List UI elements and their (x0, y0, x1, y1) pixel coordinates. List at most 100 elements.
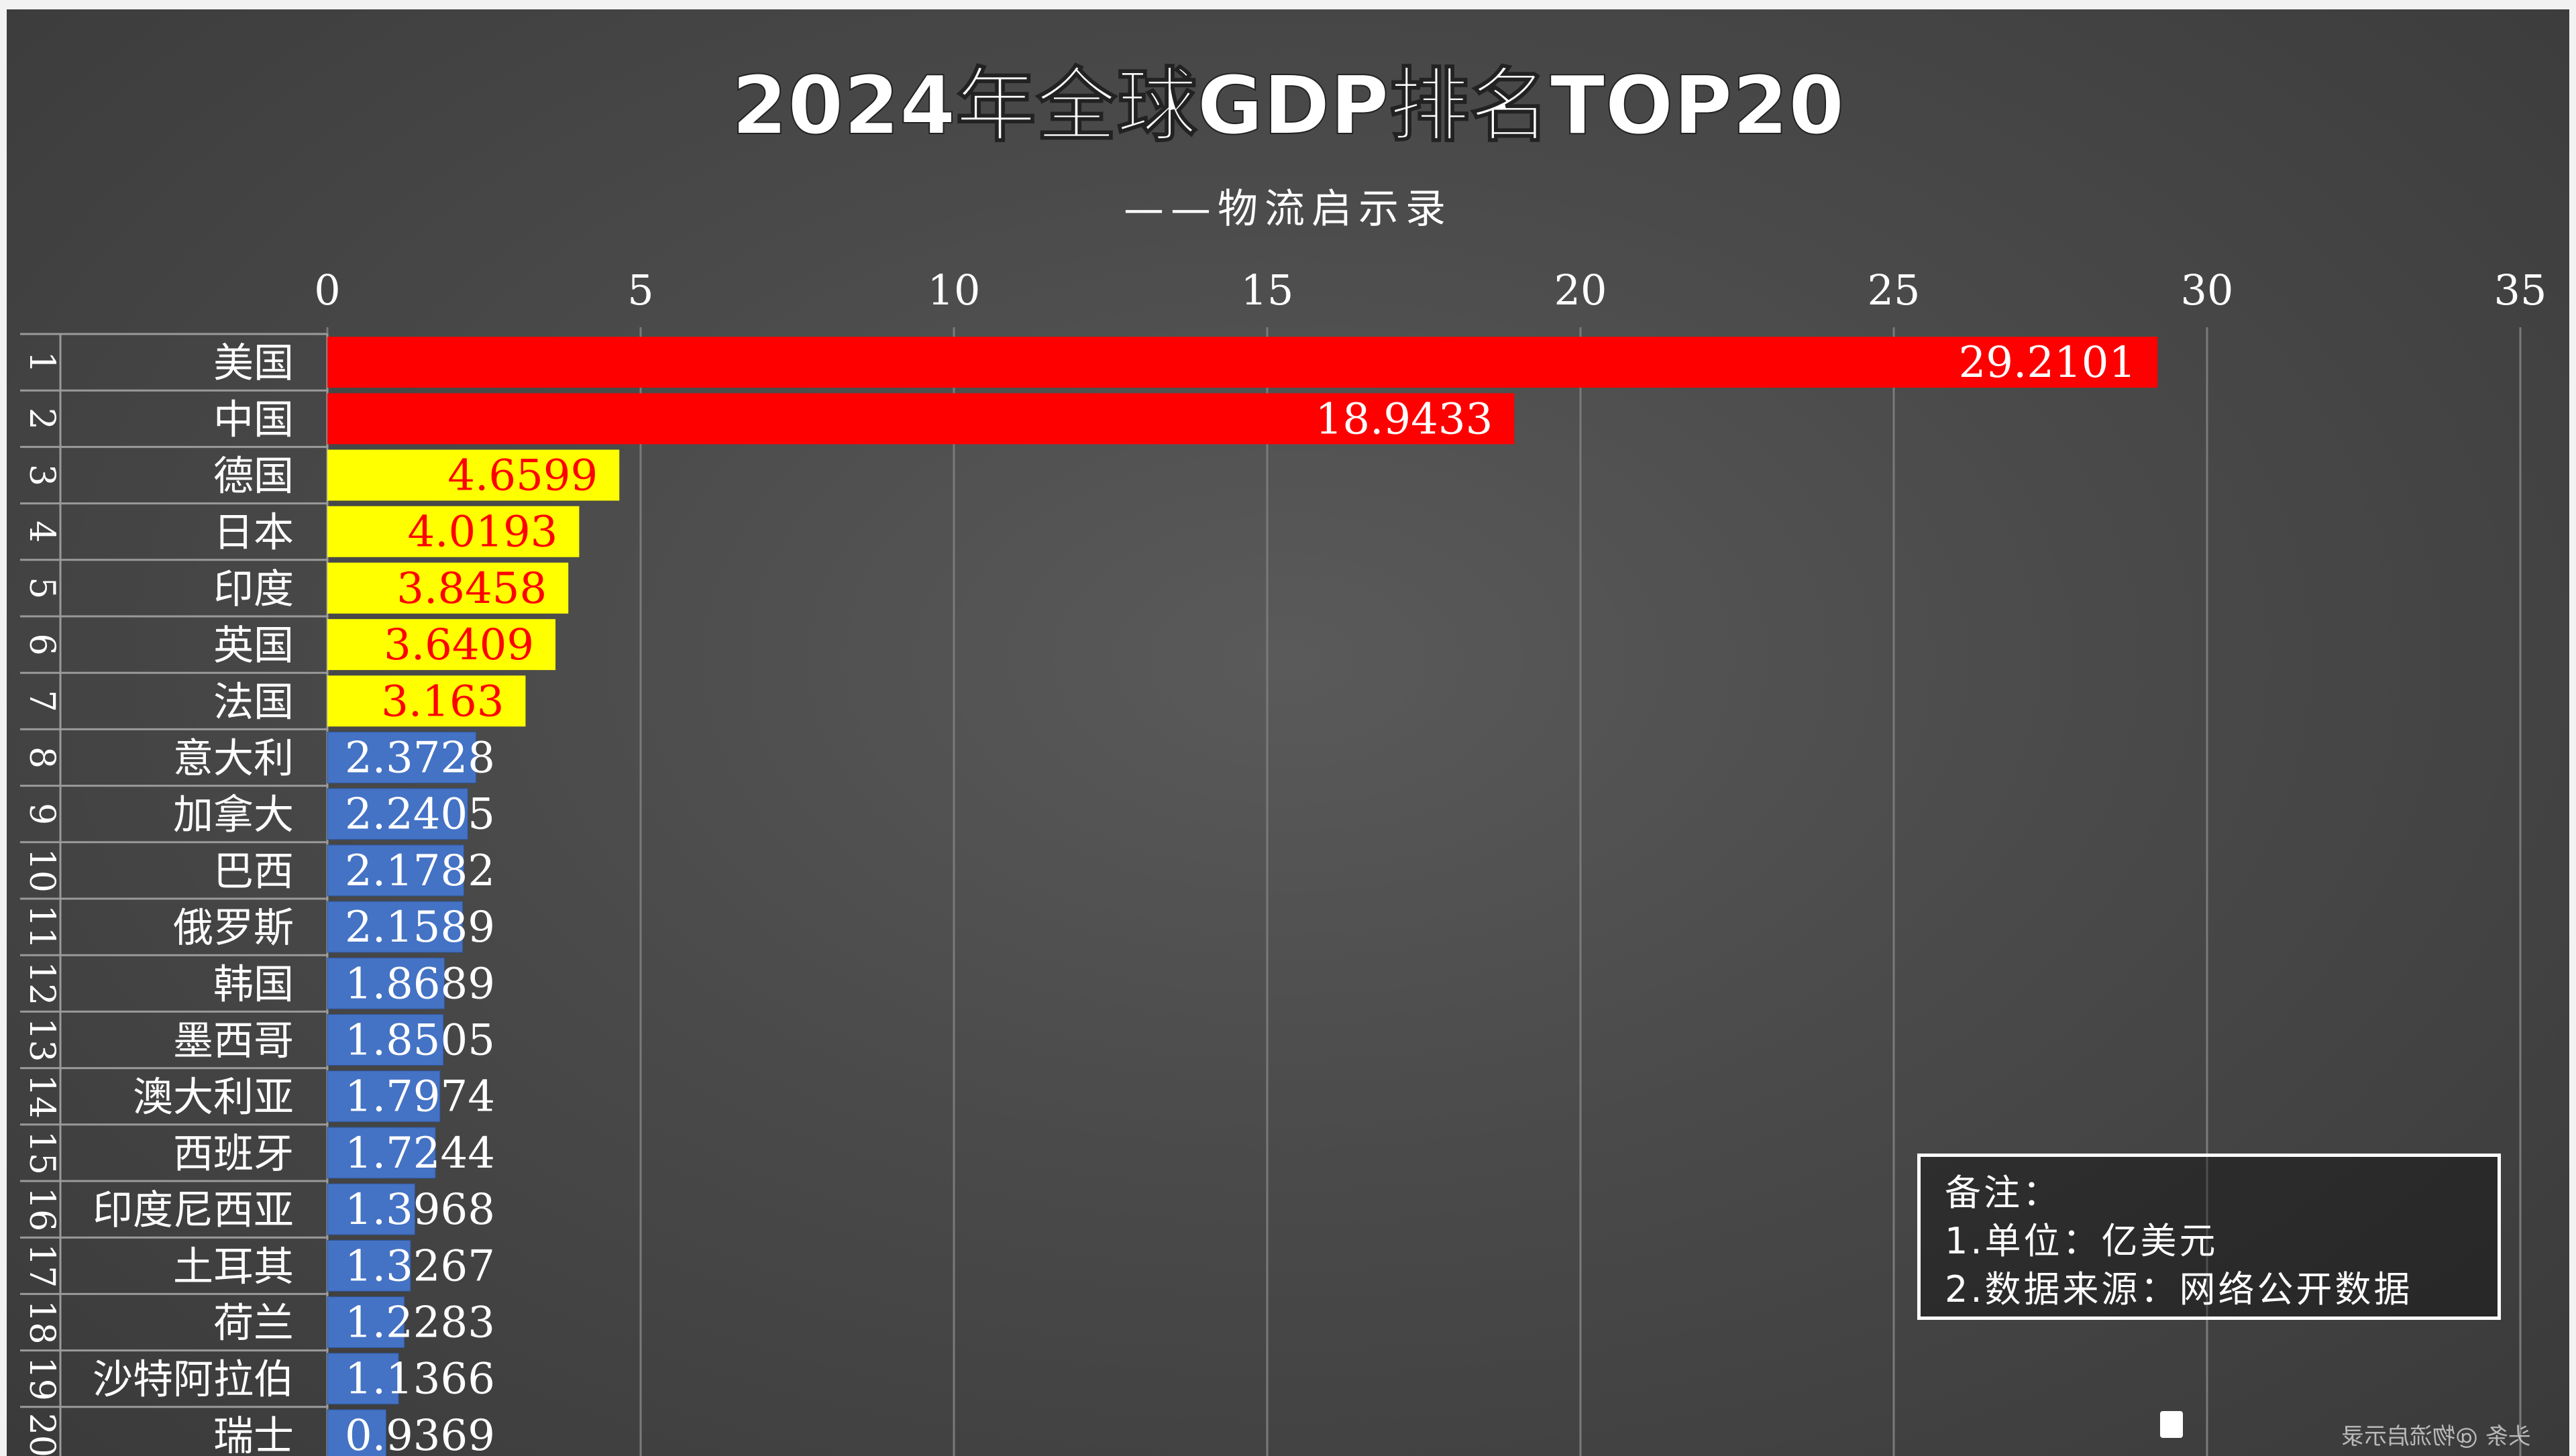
note-source: 2.数据来源：网络公开数据 (1945, 1268, 2413, 1310)
value-label: 0.9369 (345, 1411, 495, 1456)
bar (327, 901, 464, 953)
rank-label: 11 (21, 905, 62, 949)
category-label: 瑞士 (213, 1413, 294, 1456)
category-label: 英国 (213, 622, 294, 669)
rank-label: 1 (21, 351, 62, 374)
category-label: 荷兰 (213, 1300, 294, 1347)
value-label: 2.1782 (345, 846, 495, 896)
x-tick-label: 20 (1554, 266, 1607, 315)
value-label: 1.3968 (345, 1185, 495, 1235)
value-label: 1.8505 (345, 1016, 495, 1066)
x-tick-label: 15 (1241, 266, 1294, 315)
x-tick-label: 35 (2494, 266, 2547, 315)
bars (327, 337, 2158, 1456)
rank-label: 8 (21, 746, 62, 769)
bar (327, 449, 620, 501)
x-tick-label: 0 (314, 266, 340, 315)
value-label: 2.2405 (345, 790, 495, 840)
category-label: 巴西 (213, 848, 294, 895)
category-label: 俄罗斯 (173, 905, 294, 952)
rank-label: 2 (21, 408, 62, 430)
category-labels: 美国中国德国日本印度英国法国意大利加拿大巴西俄罗斯韩国墨西哥澳大利亚西班牙印度尼… (93, 340, 294, 1456)
rank-label: 4 (21, 520, 62, 543)
rank-label: 20 (21, 1413, 62, 1456)
rank-label: 6 (21, 634, 62, 656)
bar (327, 393, 1515, 445)
category-label: 意大利 (173, 736, 294, 783)
value-label: 4.6599 (447, 451, 598, 501)
category-label: 加拿大 (173, 792, 294, 839)
category-label: 日本 (213, 510, 294, 557)
value-label: 2.1589 (345, 903, 495, 952)
note-heading: 备注： (1945, 1172, 2061, 1214)
rank-label: 19 (21, 1357, 62, 1401)
category-label: 中国 (213, 396, 294, 443)
rank-label: 16 (21, 1187, 62, 1231)
category-label: 德国 (213, 453, 294, 500)
value-label: 3.8458 (396, 564, 547, 614)
gdp-bar-chart: 2024年全球GDP排名TOP20 ——物流启示录 0 5 10 15 20 25 30 35… (20, 59, 2546, 1456)
note-box: 备注： 1.单位：亿美元 2.数据来源：网络公开数据 (1917, 1154, 2501, 1320)
value-label: 3.163 (381, 677, 504, 726)
row-dividers (20, 333, 329, 1456)
bar (327, 675, 526, 727)
chart-title: 2024年全球GDP排名TOP20 (732, 60, 1845, 153)
bar (327, 1296, 405, 1348)
category-label: 西班牙 (173, 1131, 294, 1178)
category-label: 韩国 (213, 961, 294, 1008)
bar (327, 1014, 444, 1066)
x-tick-label: 10 (928, 266, 981, 315)
value-label: 3.6409 (384, 620, 534, 670)
bar (327, 562, 569, 614)
bar (327, 788, 468, 840)
category-label: 印度 (213, 566, 294, 613)
value-labels: 29.2101 18.9433 4.6599 4.0193 3.8458 3.6409 3.… (345, 338, 2136, 1456)
category-label: 沙特阿拉伯 (93, 1357, 294, 1404)
value-label: 29.2101 (1959, 338, 2137, 388)
rank-label: 3 (21, 464, 62, 486)
chart-panel: 2024年全球GDP排名TOP20 ——物流启示录 0 5 10 15 20 25 30 35… (7, 9, 2569, 1456)
value-label: 1.3267 (345, 1241, 495, 1291)
rank-label: 17 (21, 1243, 62, 1288)
bar (327, 506, 580, 557)
value-label: 4.0193 (407, 508, 557, 557)
bar (327, 732, 477, 783)
value-label: 1.2283 (345, 1298, 495, 1348)
category-label: 美国 (213, 340, 294, 387)
rank-label: 14 (21, 1074, 62, 1119)
category-label: 澳大利亚 (133, 1074, 294, 1121)
value-label: 18.9433 (1316, 394, 1493, 444)
category-label: 印度尼西亚 (93, 1187, 294, 1234)
rank-label: 9 (21, 803, 62, 825)
bar (327, 1183, 415, 1235)
x-tick-label: 5 (627, 266, 653, 315)
value-label: 2.3728 (345, 734, 495, 783)
x-tick-label: 30 (2181, 266, 2234, 315)
value-label: 1.1366 (345, 1355, 495, 1404)
rank-label: 18 (21, 1300, 62, 1344)
x-axis-ticks: 0 5 10 15 20 25 30 35 (314, 266, 2546, 315)
bar (327, 1127, 436, 1179)
bar (327, 1353, 399, 1405)
rank-label: 7 (21, 690, 62, 712)
bar (327, 619, 556, 671)
bar (327, 337, 2158, 388)
category-label: 法国 (213, 679, 294, 726)
watermark-icon (2160, 1411, 2183, 1438)
bar (327, 957, 445, 1009)
rank-label: 15 (21, 1131, 62, 1175)
bar (327, 844, 464, 897)
bar (327, 1239, 411, 1292)
chart-subtitle: ——物流启示录 (1124, 186, 1452, 233)
x-tick-label: 25 (1868, 266, 1921, 315)
bar (327, 1070, 441, 1123)
value-label: 1.8689 (345, 959, 495, 1009)
rank-label: 5 (21, 577, 62, 599)
note-unit: 1.单位：亿美元 (1945, 1220, 2218, 1262)
value-label: 1.7974 (345, 1072, 495, 1122)
rank-label: 13 (21, 1017, 62, 1062)
rank-label: 10 (21, 848, 62, 893)
value-label: 1.7244 (345, 1129, 495, 1178)
watermark: 头条 @物流启示录 (2341, 1423, 2531, 1450)
